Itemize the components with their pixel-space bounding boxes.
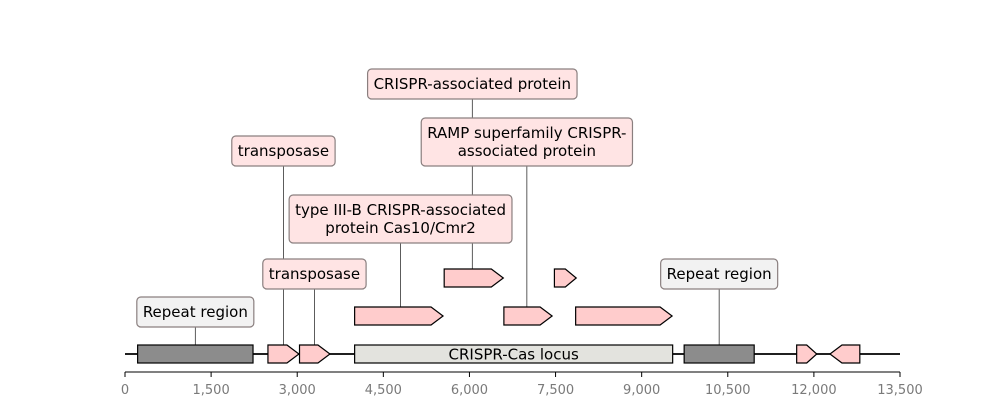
tick-label: 12,000 (791, 383, 837, 398)
annotation-text: Repeat region (143, 303, 248, 321)
repeat-region-feature (683, 344, 755, 364)
tick-label: 3,000 (279, 383, 316, 398)
annotation-text: transposase (269, 265, 360, 283)
gene-arrow (575, 306, 674, 326)
annotation-text: type III-B CRISPR-associated protein Cas1… (295, 201, 506, 237)
gene-arrow (503, 306, 554, 326)
locus-label: CRISPR-Cas locus (449, 346, 579, 364)
tick-label: 6,000 (451, 383, 488, 398)
annotation-labels: Repeat region transposase transposase type … (136, 68, 779, 328)
annotation-label: RAMP superfamily CRISPR-associated prote… (420, 117, 634, 167)
annotation-box (231, 135, 336, 167)
x-axis: 0 1,500 3,000 4,500 6,000 7,500 9,000 10,500 12,… (121, 371, 923, 398)
annotation-box (660, 258, 779, 290)
annotation-box (288, 194, 513, 244)
annotation-box (420, 117, 634, 167)
annotation-text: transposase (238, 142, 329, 160)
gene-arrow (828, 344, 861, 364)
annotation-text: Repeat region (667, 265, 772, 283)
annotation-text: CRISPR-associated protein (374, 75, 571, 93)
feature-track: CRISPR-Cas locus (137, 268, 861, 364)
annotation-label: transposase (262, 258, 367, 290)
tick-label: 0 (121, 383, 129, 398)
annotation-text: RAMP superfamily CRISPR-associated prote… (427, 124, 626, 160)
gene-arrow (553, 268, 578, 288)
gene-arrow (443, 268, 505, 288)
annotation-label: CRISPR-associated protein (366, 68, 578, 100)
crispr-locus-feature (354, 344, 674, 364)
annotation-label: Repeat region (660, 258, 779, 290)
annotation-label: Repeat region (136, 296, 255, 328)
annotation-label: type III-B CRISPR-associated protein Cas1… (288, 194, 513, 244)
repeat-region-feature (137, 344, 254, 364)
annotation-label: transposase (231, 135, 336, 167)
gene-arrow (796, 344, 818, 364)
tick-label: 4,500 (365, 383, 402, 398)
annotation-box (262, 258, 367, 290)
annotation-box (136, 296, 255, 328)
tick-label: 1,500 (193, 383, 230, 398)
tick-label: 9,000 (623, 383, 660, 398)
gene-arrow (298, 344, 331, 364)
gene-arrow (267, 344, 300, 364)
gene-arrow (354, 306, 445, 326)
tick-label: 7,500 (537, 383, 574, 398)
tick-label: 10,500 (705, 383, 751, 398)
annotation-box (366, 68, 578, 100)
annotation-leaders (194, 99, 720, 345)
tick-label: 13,500 (877, 383, 923, 398)
